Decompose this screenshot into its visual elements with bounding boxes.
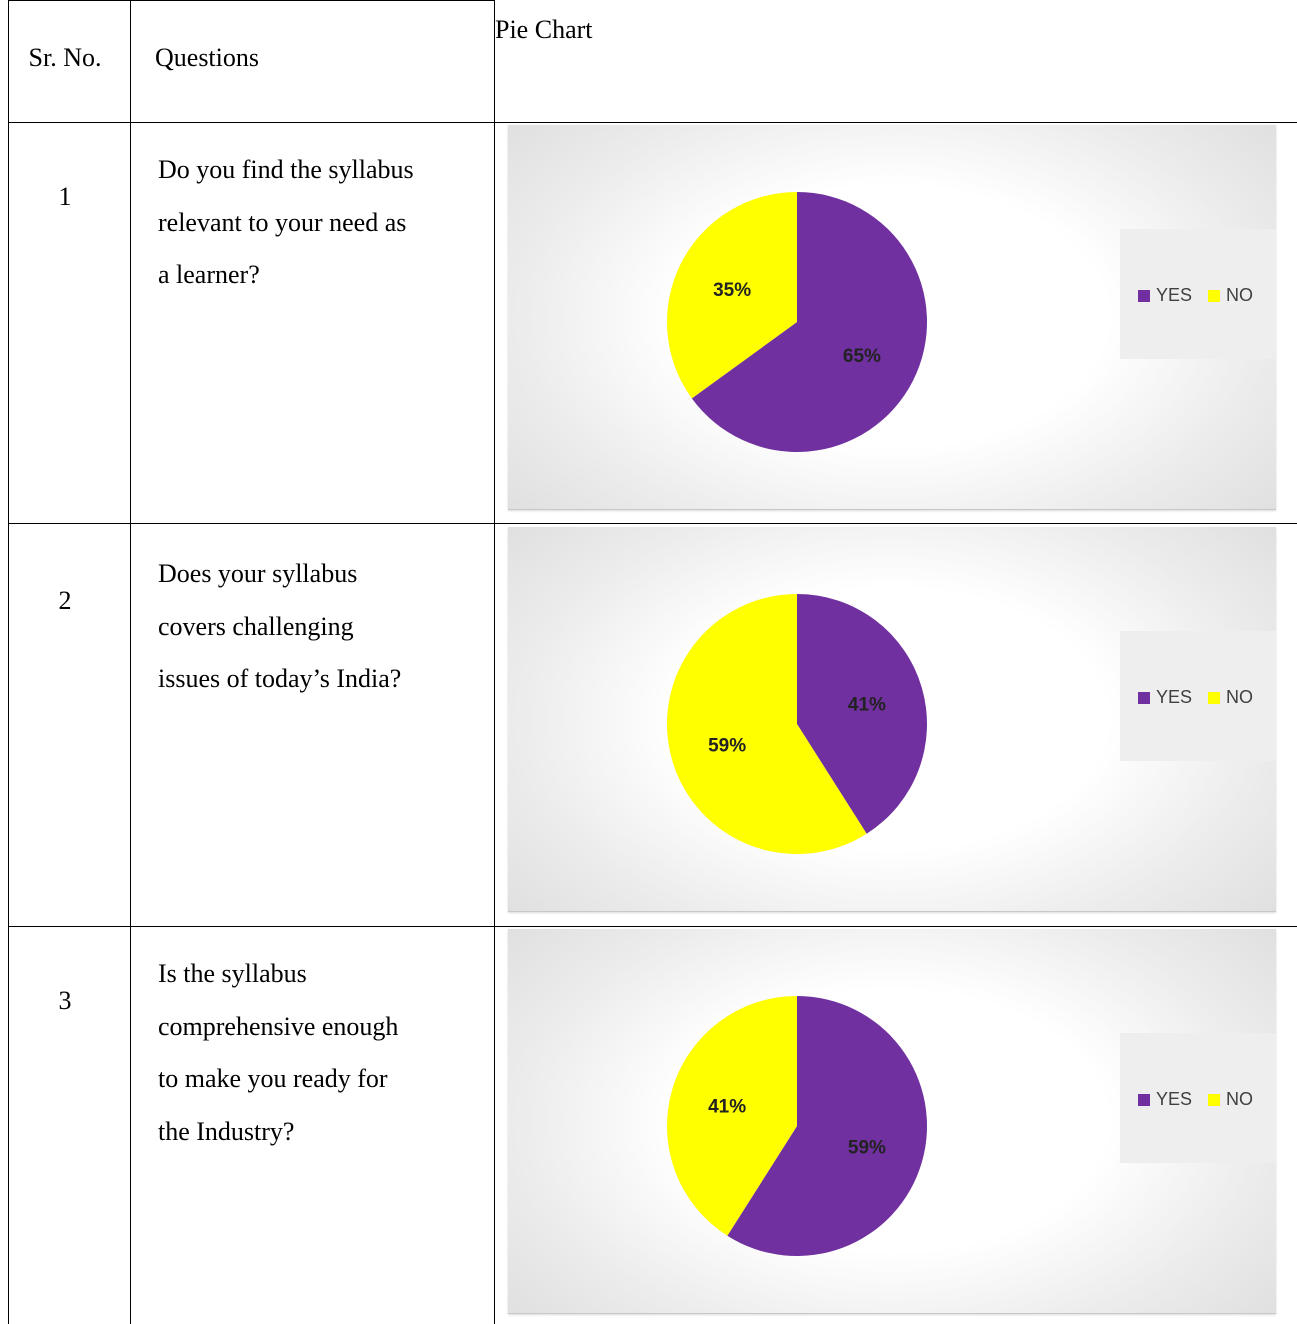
pie-svg: 41% 59% (666, 594, 927, 854)
legend-label-yes: YES (1156, 687, 1193, 707)
pie-slice-yes (691, 192, 928, 453)
legend-swatch-yes (1138, 290, 1150, 302)
legend-swatch-no (1208, 290, 1220, 302)
question-line: the Industry? (158, 1116, 295, 1146)
legend-item-no: NO (1208, 285, 1253, 305)
question-line: issues of today’s India? (158, 664, 402, 693)
row-number: 3 (58, 986, 72, 1015)
legend-item-no: NO (1208, 1089, 1253, 1109)
question-line: a learner? (158, 260, 260, 289)
pie-slice-no (666, 594, 867, 854)
pie-chart: 41% 59% YES NO (508, 527, 1276, 912)
row-number: 1 (58, 182, 72, 211)
data-label-yes: 41% (848, 695, 886, 716)
legend-swatch-yes (1138, 692, 1150, 704)
header-sr-no: Sr. No. (28, 43, 102, 72)
row-1-divider (8, 523, 1297, 524)
legend-item-yes: YES (1138, 687, 1193, 707)
question-text: Is the syllabus comprehensive enough to … (158, 948, 488, 1158)
legend-label-no: NO (1226, 285, 1253, 305)
legend-swatch-no (1208, 1094, 1220, 1106)
legend-swatch-no (1208, 692, 1220, 704)
question-text: Do you find the syllabus relevant to you… (158, 144, 488, 302)
row-number: 2 (58, 586, 72, 615)
legend-label-yes: YES (1156, 1089, 1193, 1109)
legend: YES NO (1120, 631, 1276, 761)
header-pie-chart: Pie Chart (495, 15, 593, 44)
legend-item-yes: YES (1138, 285, 1193, 305)
table-column-divider-1 (130, 0, 131, 1324)
legend-label-no: NO (1226, 1089, 1253, 1109)
legend-label-no: NO (1226, 687, 1253, 707)
question-line: Does your syllabus (158, 559, 358, 588)
table-column-divider-2 (494, 0, 495, 1324)
table-border-left (8, 0, 9, 1324)
header-questions: Questions (155, 43, 259, 72)
question-line: Is the syllabus (158, 959, 307, 988)
legend-item-yes: YES (1138, 1089, 1193, 1109)
pie-svg: 59% 41% (667, 996, 928, 1256)
pie-slice-yes (797, 594, 927, 834)
question-line: comprehensive enough (158, 1011, 399, 1041)
table-border-top (8, 0, 495, 1)
pie-slice-yes (727, 996, 928, 1256)
legend: YES NO (1120, 229, 1276, 359)
data-label-yes: 59% (848, 1137, 886, 1158)
pie-slice-no (667, 192, 797, 399)
legend-label-yes: YES (1156, 285, 1193, 305)
pie-slice-no (667, 996, 797, 1236)
legend: YES NO (1120, 1033, 1276, 1163)
data-label-no: 35% (713, 280, 751, 301)
header-row-divider (8, 122, 1297, 123)
row-2-divider (8, 926, 1297, 927)
legend-swatch-yes (1138, 1094, 1150, 1106)
data-label-yes: 65% (843, 346, 881, 367)
question-line: to make you ready for (158, 1064, 388, 1093)
pie-chart: 59% 41% YES NO (508, 929, 1276, 1314)
question-line: relevant to your need as (158, 207, 407, 237)
data-label-no: 59% (708, 735, 746, 756)
question-line: Do you find the syllabus (158, 155, 414, 184)
question-line: covers challenging (158, 611, 354, 641)
question-text: Does your syllabus covers challenging is… (158, 548, 488, 706)
pie-svg: 65% 35% (667, 192, 928, 453)
data-label-no: 41% (708, 1097, 746, 1118)
legend-item-no: NO (1208, 687, 1253, 707)
pie-chart: 65% 35% YES NO (508, 125, 1276, 510)
